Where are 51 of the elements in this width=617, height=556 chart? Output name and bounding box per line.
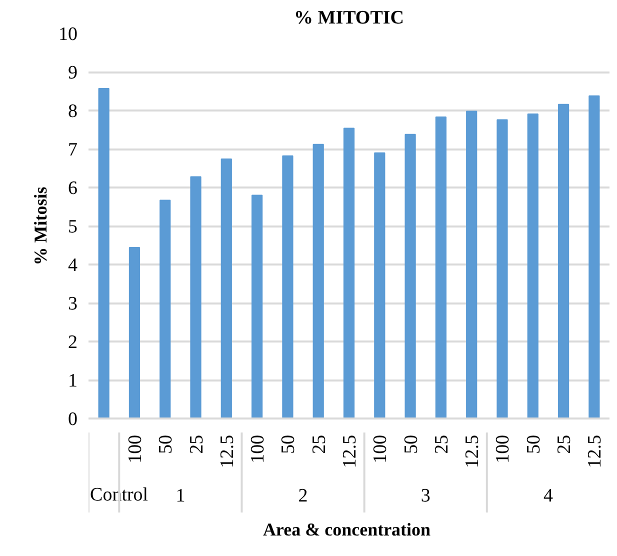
x-tick-label: 25 — [308, 434, 330, 454]
x-tick-label: 25 — [554, 434, 576, 454]
text: 4 — [543, 485, 554, 506]
bar — [98, 88, 110, 418]
y-tick-label: 2 — [68, 332, 78, 353]
bar — [282, 155, 294, 418]
x-tick-label: 100 — [248, 434, 269, 464]
y-tick-label: 4 — [68, 255, 78, 276]
x-tick-label: 12.5 — [216, 434, 238, 468]
x-tick-label: 12.5 — [340, 434, 360, 468]
y-tick-label: 1 — [68, 370, 78, 392]
bar — [435, 116, 446, 418]
bar — [588, 95, 600, 418]
chart-title: % MITOTIC — [294, 8, 404, 28]
bar — [343, 128, 355, 418]
y-axis-title: % Mitosis — [30, 186, 50, 266]
x-tick-label: 12.5 — [584, 434, 606, 468]
x-tick-label: 25 — [431, 434, 452, 454]
x-tick-label: 100 — [124, 434, 146, 464]
bar — [128, 247, 140, 418]
bar — [404, 134, 416, 418]
bar — [527, 113, 538, 418]
x-tick-label: 100 — [492, 434, 514, 464]
y-tick-label: 9 — [68, 62, 78, 84]
y-tick-label: 7 — [68, 140, 78, 160]
bar — [466, 110, 478, 418]
text: 2 — [298, 485, 308, 506]
y-tick-label: 10 — [58, 24, 78, 45]
bar — [220, 158, 232, 418]
x-tick-label: 25 — [186, 434, 208, 454]
x-tick-label: 50 — [523, 434, 544, 454]
bar — [496, 119, 508, 418]
y-tick-label: 8 — [68, 101, 78, 122]
bar — [190, 176, 202, 418]
y-tick-label: 5 — [68, 216, 78, 238]
bar — [252, 194, 263, 418]
text: 3 — [420, 485, 430, 506]
y-tick-label: 6 — [68, 178, 78, 199]
x-tick-label: 50 — [156, 434, 177, 454]
x-tick-label: 12.5 — [462, 434, 484, 468]
y-tick-label: 3 — [68, 294, 78, 314]
bar — [374, 152, 386, 418]
bar — [160, 200, 171, 418]
x-tick-label: 100 — [370, 434, 392, 464]
y-tick-label: 0 — [68, 409, 78, 430]
x-axis-title: Area & concentration — [262, 520, 431, 540]
bar — [312, 144, 324, 418]
text: 1 — [176, 485, 186, 506]
bar — [558, 104, 570, 418]
x-tick-label: 50 — [278, 434, 300, 454]
x-tick-label: 50 — [400, 434, 422, 454]
